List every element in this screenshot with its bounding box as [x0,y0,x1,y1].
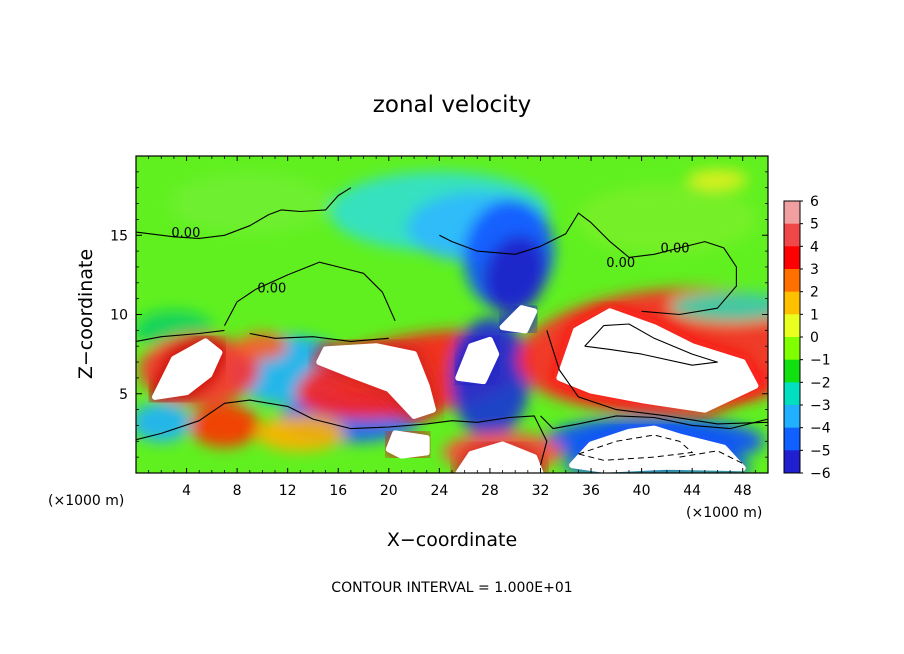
x-tick-label: 36 [582,483,600,499]
y-axis-ticks: 5 10 15 [110,171,768,458]
x-tick-label: 20 [380,483,398,499]
saturated-region [455,441,544,473]
saturated-region [556,308,759,413]
colorbar-swatch [784,223,800,247]
contour-line [249,332,389,342]
x-axis-label: X−coordinate [387,529,517,551]
velocity-field [136,169,768,473]
x-tick-label: 28 [481,483,499,499]
field-blob [189,403,260,448]
plot-area: 0.000.000.000.00 4 8 12 16 20 24 28 32 36 40 44 48 … [110,155,769,499]
contour-line [439,212,737,316]
colorbar-swatch [784,359,800,383]
x-tick-label: 12 [279,483,297,499]
contour-line-negative [578,434,694,461]
field-blob [237,332,288,361]
x-tick-label: 32 [532,483,550,499]
saturated-region [455,336,500,385]
colorbar-swatch [784,201,800,225]
colorbar-swatch [784,269,800,293]
saturated-region [152,338,223,400]
contour-label: 0.00 [661,242,690,257]
contour-line [584,323,718,366]
colorbar-label: 3 [810,262,819,278]
saturated-region [385,430,430,459]
saturated-region [316,343,436,419]
field-blob [169,173,330,234]
contour-labels: 0.00 0.00 0.00 0.00 [171,226,689,296]
contour-label: 0.00 [171,226,200,241]
contour-label: 0.00 [606,256,635,271]
colorbar-label: −1 [810,353,831,369]
colorbar-label: 1 [810,307,819,323]
contour-interval-note: CONTOUR INTERVAL = 1.000E+01 [331,580,572,596]
x-tick-label: 44 [683,483,701,499]
contour-line [224,261,396,326]
colorbar-label: 5 [810,217,819,233]
colorbar-label: −2 [810,375,831,391]
colorbar-label: 0 [810,330,819,346]
x-tick-label: 40 [633,483,651,499]
x-tick-label: 16 [329,483,347,499]
colorbar-swatch [784,427,800,451]
contour-line [136,399,548,466]
field-blob [255,415,346,452]
saturated-regions [148,301,763,473]
zero-contours [136,187,768,466]
colorbar-label: 2 [810,285,819,301]
field-blob [687,169,748,190]
x-tick-label: 24 [430,483,448,499]
x-tick-label: 48 [734,483,752,499]
colorbar-swatch [784,405,800,429]
x-axis-ticks: 4 8 12 16 20 24 28 32 36 40 44 48 [148,156,756,499]
colorbar-swatch [784,291,800,315]
x-tick-label: 8 [233,483,242,499]
contour-line [136,187,352,239]
saturated-region [569,425,746,473]
colorbar-label: 4 [810,239,819,255]
colorbar-swatch [784,337,800,361]
colorbar: 6 5 4 3 2 1 0 −1 −2 −3 −4 −5 −6 [783,194,831,482]
colorbar-label: 6 [810,194,819,210]
colorbar-label: −4 [810,421,831,437]
y-tick-label: 5 [119,387,128,403]
x-unit-left: (×1000 m) [48,493,124,509]
colorbar-swatch [784,314,800,338]
y-axis-label: Z−coordinate [75,249,97,379]
colorbar-label: −3 [810,398,831,414]
colorbar-label: −5 [810,443,831,459]
saturated-region [499,305,538,334]
contour-line [540,415,768,430]
contour-line [136,329,225,342]
x-unit-right: (×1000 m) [686,505,762,521]
y-tick-label: 10 [110,308,128,324]
y-tick-label: 15 [110,228,128,244]
colorbar-swatch [784,382,800,406]
field-blob [576,184,757,255]
chart-title: zonal velocity [373,92,531,118]
contour-label: 0.00 [257,281,286,296]
x-tick-label: 4 [182,483,191,499]
field-blob [670,291,768,322]
field-blob [136,402,192,443]
contour-line [546,330,768,425]
field-blob [484,235,546,315]
contour-line-negative [679,450,743,464]
colorbar-swatch [784,246,800,270]
colorbar-swatch [784,450,800,474]
colorbar-label: −6 [810,466,831,482]
